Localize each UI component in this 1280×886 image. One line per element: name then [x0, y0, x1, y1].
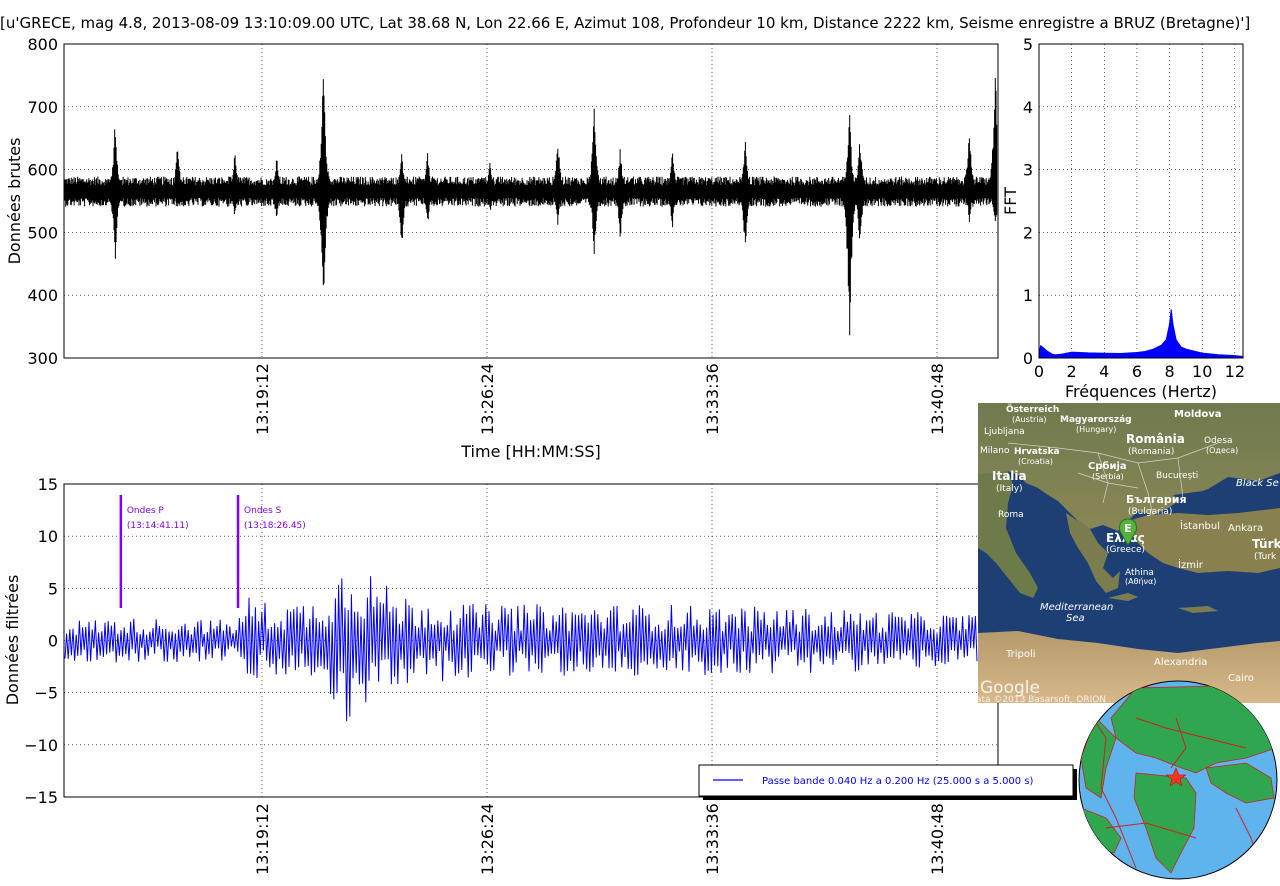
x-tick-label: 13:40:48 [928, 803, 947, 875]
marker-label: E [1124, 522, 1132, 535]
epicenter-marker-icon[interactable]: E [1119, 518, 1137, 546]
x-tick-label: 12 [1225, 362, 1245, 381]
y-tick-label: 500 [27, 223, 58, 242]
map-label: Cairo [1228, 673, 1254, 684]
y-tick-label: 0 [48, 632, 58, 651]
y-tick-label: 0 [1023, 349, 1033, 368]
wave-marker-time: (13:18:26.45) [244, 521, 306, 531]
y-tick-label: 300 [27, 349, 58, 368]
y-tick-label: −5 [34, 684, 58, 703]
x-tick-label: 13:26:24 [478, 363, 497, 435]
map-label: (Italy) [996, 484, 1023, 494]
map-label: Magyarország [1060, 415, 1132, 425]
map-label: București [1156, 471, 1198, 481]
map-label: Србија [1088, 460, 1127, 472]
legend-label: Passe bande 0.040 Hz a 0.200 Hz (25.000 … [762, 776, 1034, 787]
map-label: Odesa [1204, 436, 1233, 446]
map-label: (Romania) [1128, 447, 1174, 457]
fft-x-axis-label: Fréquences (Hertz) [1065, 382, 1217, 401]
map-label: (Bulgaria) [1128, 507, 1172, 517]
map-label: Türk [1252, 537, 1280, 551]
x-tick-label: 10 [1192, 362, 1212, 381]
map-label: (Одеса) [1206, 446, 1238, 455]
chart-title: [u'GRECE, mag 4.8, 2013-08-09 13:10:09.0… [0, 14, 1251, 32]
map-label: İzmir [1178, 558, 1204, 571]
y-tick-label: 4 [1023, 98, 1033, 117]
epicenter-map[interactable]: Österreich (Austria) Magyarország (Hunga… [978, 403, 1280, 703]
map-label: Ankara [1228, 523, 1263, 534]
map-label: Italia [992, 469, 1027, 483]
map-label: Black Se [1236, 478, 1279, 489]
map-label: (Hungary) [1076, 425, 1116, 434]
x-tick-label: 4 [1099, 362, 1109, 381]
map-label: România [1126, 432, 1185, 446]
map-label: (Greece) [1106, 545, 1145, 555]
x-tick-label: 8 [1164, 362, 1174, 381]
wave-marker-label: Ondes S [244, 506, 282, 516]
wave-marker-label: Ondes P [127, 506, 165, 516]
x-tick-label: 13:33:36 [703, 803, 722, 875]
legend: Passe bande 0.040 Hz a 0.200 Hz (25.000 … [698, 764, 1077, 800]
y-tick-label: 10 [38, 527, 58, 546]
y-tick-label: 700 [27, 98, 58, 117]
map-label: Österreich [1006, 404, 1059, 415]
y-tick-label: 3 [1023, 161, 1033, 180]
map-label: (Austria) [1012, 415, 1047, 424]
epicenter-star-icon [1165, 767, 1187, 787]
map-label: (Croatia) [1018, 457, 1053, 466]
raw-y-axis-label: Données brutes [5, 138, 24, 265]
fft-spectrum [1038, 309, 1244, 359]
x-tick-label: 13:19:12 [253, 363, 272, 435]
y-tick-label: 5 [1023, 35, 1033, 54]
map-label: İstanbul [1180, 519, 1220, 532]
map-label: Alexandria [1154, 657, 1207, 668]
y-tick-label: 600 [27, 161, 58, 180]
x-tick-label: 13:26:24 [478, 803, 497, 875]
filtered-data-trace [64, 576, 978, 722]
map-label: Sea [1066, 613, 1085, 624]
raw-data-trace [64, 78, 998, 336]
map-label: Tripoli [1005, 649, 1036, 660]
google-logo: Google [980, 678, 1040, 698]
map-label: (Turk [1254, 552, 1277, 562]
y-tick-label: 800 [27, 35, 58, 54]
x-tick-label: 0 [1034, 362, 1044, 381]
map-label: Milano [980, 446, 1010, 456]
y-tick-label: 2 [1023, 223, 1033, 242]
map-attribution: ata ©2013 Basarsoft, ORION [978, 695, 1106, 703]
map-label: (Serbia) [1092, 472, 1124, 481]
y-tick-label: 15 [38, 475, 58, 494]
y-tick-label: −10 [24, 736, 58, 755]
wave-marker-time: (13:14:41.11) [127, 521, 189, 531]
map-label: Moldova [1174, 409, 1222, 420]
globe-map [1076, 678, 1280, 882]
map-label: (Αθήνα) [1125, 577, 1156, 586]
map-label: Roma [998, 510, 1024, 520]
raw-x-axis-label: Time [HH:MM:SS] [460, 442, 601, 461]
map-label: Ljubljana [984, 427, 1025, 437]
x-tick-label: 13:33:36 [703, 363, 722, 435]
x-tick-label: 13:40:48 [928, 363, 947, 435]
x-tick-label: 2 [1067, 362, 1077, 381]
map-label: България [1126, 493, 1187, 506]
y-tick-label: 400 [27, 286, 58, 305]
map-label: Athina [1125, 568, 1154, 578]
y-tick-label: 1 [1023, 286, 1033, 305]
y-tick-label: 5 [48, 579, 58, 598]
x-tick-label: 13:19:12 [253, 803, 272, 875]
fft-y-axis-label: FFT [1001, 187, 1020, 215]
map-label: Mediterranean [1040, 602, 1113, 613]
y-tick-label: −15 [24, 788, 58, 807]
map-label: Hrvatska [1014, 447, 1060, 457]
filtered-y-axis-label: Données filtrées [3, 575, 22, 706]
x-tick-label: 6 [1132, 362, 1142, 381]
